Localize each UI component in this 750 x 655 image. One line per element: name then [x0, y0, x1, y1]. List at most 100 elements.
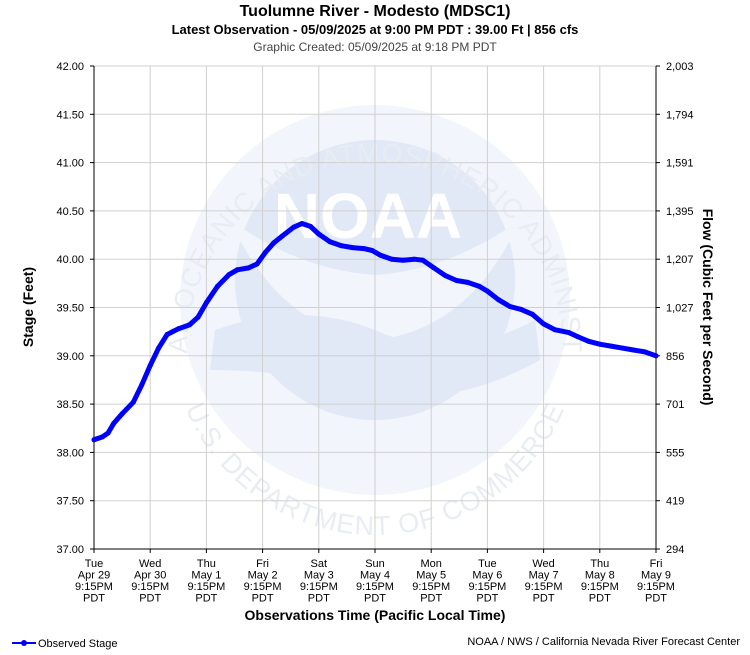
series-point: [271, 240, 277, 246]
series-point: [111, 420, 117, 426]
series-point: [327, 239, 333, 245]
series-point: [566, 330, 572, 336]
series-point: [119, 411, 125, 417]
y2-tick-label: 1,591: [666, 158, 694, 170]
series-point: [586, 338, 592, 344]
chart-title: Tuolumne River - Modesto (MDSC1): [240, 3, 511, 20]
series-point: [175, 326, 181, 332]
series-point: [350, 245, 355, 251]
series-point: [631, 347, 636, 353]
chart-subtitle: Latest Observation - 05/09/2025 at 9:00 …: [172, 22, 579, 37]
x-tick-label: Mon May 5 9:15PM PDT: [412, 558, 450, 605]
series-point: [476, 283, 482, 289]
y2-tick-label: 701: [666, 399, 684, 411]
x-tick-label: Fri May 9 9:15PM PDT: [637, 558, 675, 605]
series-point: [139, 382, 145, 388]
y-tick-label: 40.00: [56, 254, 84, 266]
y2-tick-label: 555: [666, 447, 684, 459]
series-point: [164, 332, 170, 337]
series-point: [291, 224, 296, 230]
series-point: [195, 314, 201, 320]
series-point: [496, 297, 502, 303]
series-point: [130, 399, 136, 405]
series-point: [411, 256, 417, 262]
y2-tick-label: 294: [666, 544, 684, 556]
series-point: [361, 246, 367, 252]
footer-credit: NOAA / NWS / California Nevada River For…: [467, 636, 740, 648]
axes-layer: 42.00 2,003 41.50 1,794 41.00 1,591 40.50 1,395…: [56, 61, 693, 605]
watermark-logo-text: NOAA: [274, 180, 462, 252]
series-point: [518, 306, 524, 312]
series-point: [105, 430, 111, 436]
series-point: [187, 322, 192, 328]
x-tick-label: Thu May 1 9:15PM PDT: [187, 558, 225, 605]
series-point: [642, 349, 648, 355]
x-axis-label: Observations Time (Pacific Local Time): [245, 607, 506, 623]
series-point: [246, 265, 252, 271]
series-point: [378, 252, 384, 258]
series-point: [431, 265, 437, 271]
series-point: [619, 345, 625, 351]
series-point: [541, 321, 547, 327]
y2-tick-label: 856: [666, 351, 684, 363]
series-point: [465, 279, 471, 285]
y-tick-label: 40.50: [56, 206, 84, 218]
series-point: [226, 272, 232, 278]
series-point: [215, 283, 221, 289]
y2-tick-label: 1,207: [666, 254, 694, 266]
series-point: [507, 304, 513, 309]
series-point: [608, 343, 614, 349]
y2-tick-label: 1,794: [666, 109, 694, 121]
y-tick-label: 41.50: [56, 109, 84, 121]
y-tick-label: 42.00: [56, 61, 84, 73]
y-axis-label: Stage (Feet): [20, 267, 36, 347]
y-tick-label: 38.50: [56, 399, 84, 411]
series-point: [369, 248, 375, 253]
y-tick-label: 37.50: [56, 496, 84, 508]
chart-created: Graphic Created: 05/09/2025 at 9:18 PM P…: [253, 40, 497, 54]
x-tick-label: Wed May 7 9:15PM PDT: [525, 558, 563, 605]
series-point: [338, 243, 344, 249]
series-point: [400, 257, 406, 263]
series-point: [279, 233, 285, 239]
x-tick-label: Tue May 6 9:15PM PDT: [468, 558, 506, 605]
x-tick-label: Sun May 4 9:15PM PDT: [356, 558, 394, 605]
series-point: [574, 334, 580, 339]
series-point: [147, 363, 153, 368]
series-point: [389, 256, 395, 262]
y2-tick-label: 1,027: [666, 303, 694, 315]
y-tick-label: 39.00: [56, 351, 84, 363]
series-point: [316, 231, 322, 237]
series-point: [529, 311, 535, 317]
legend: Observed Stage: [12, 638, 118, 650]
series-point: [307, 223, 313, 229]
x-tick-label: Tue Apr 29 9:15PM PDT: [75, 558, 113, 605]
x-tick-label: Thu May 8 9:15PM PDT: [581, 558, 619, 605]
y-tick-label: 37.00: [56, 544, 84, 556]
legend-marker: [21, 640, 27, 646]
x-tick-label: Wed Apr 30 9:15PM PDT: [131, 558, 169, 605]
grid-layer: [93, 65, 657, 550]
series-point: [156, 345, 162, 351]
series-layer: [91, 221, 659, 443]
series-point: [442, 273, 448, 279]
y2-axis-label: Flow (Cubic Feet per Second): [700, 209, 716, 406]
series-point: [552, 327, 558, 333]
series-point: [484, 288, 490, 294]
series-point: [420, 257, 426, 263]
y2-tick-label: 419: [666, 496, 684, 508]
y2-tick-label: 1,395: [666, 206, 694, 218]
series-point: [454, 278, 459, 283]
series-point: [91, 437, 97, 443]
y2-tick-label: 2,003: [666, 61, 694, 73]
y-tick-label: 41.00: [56, 158, 84, 170]
noaa-watermark: NOAA NATIONAL OCEANIC AND ATMOSPHERIC AD…: [0, 0, 586, 541]
series-point: [234, 267, 240, 273]
series-point: [653, 353, 659, 359]
series-point: [597, 341, 603, 347]
legend-label: Observed Stage: [38, 638, 118, 650]
x-tick-label: Sat May 3 9:15PM PDT: [300, 558, 338, 605]
y-tick-label: 39.50: [56, 303, 84, 315]
